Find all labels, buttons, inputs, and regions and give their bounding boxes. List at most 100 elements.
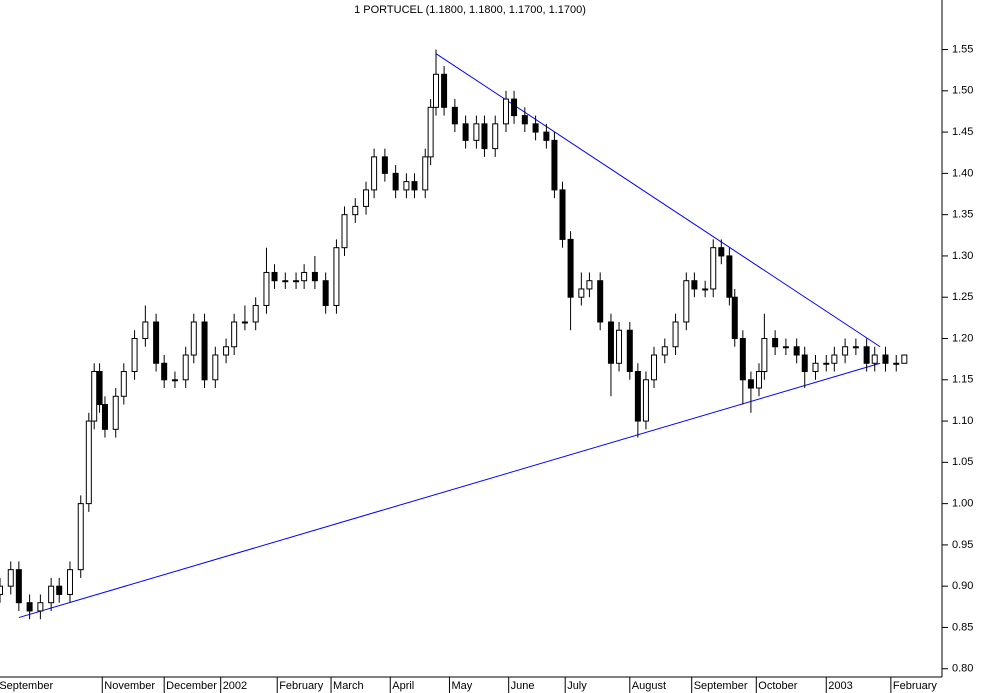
x-tick-label: March [333, 680, 364, 692]
candle-body [371, 156, 378, 191]
candle-body [492, 123, 499, 150]
y-tick-label: 1.25 [952, 291, 973, 303]
candle-body [502, 98, 509, 125]
candle-body [559, 189, 566, 240]
candle-body [422, 156, 429, 191]
candle-body [142, 321, 149, 339]
candle-body [616, 329, 623, 364]
candle-body [15, 569, 22, 604]
candle-body [543, 131, 550, 141]
candle-body [96, 371, 103, 406]
candle-body [755, 371, 762, 389]
candle-body [252, 304, 259, 323]
y-tick-label: 0.95 [952, 539, 973, 551]
candle-body [433, 73, 440, 108]
candle-body [586, 280, 593, 290]
candle-body [702, 288, 709, 291]
candle-body [607, 321, 614, 364]
candle-body [311, 271, 318, 282]
candle-body [761, 338, 768, 373]
candle-body [182, 354, 189, 381]
candle-body [381, 156, 388, 174]
y-tick-label: 0.90 [952, 580, 973, 592]
candle-body [551, 139, 558, 191]
candle-body [473, 123, 480, 141]
x-tick-label: September [0, 680, 53, 692]
candle-body [726, 255, 733, 298]
candle-body [672, 321, 679, 348]
candle-body [363, 189, 370, 207]
candle-body [322, 280, 329, 306]
candle-body [642, 379, 649, 422]
candle-body [801, 354, 808, 373]
candle-body [101, 404, 108, 430]
chart-title: 1 PORTUCEL (1.1800, 1.1800, 1.1700, 1.17… [354, 4, 586, 16]
candle-body [231, 321, 238, 348]
candle-body [161, 362, 168, 381]
x-tick-label: June [511, 680, 535, 692]
y-tick-label: 1.30 [952, 250, 973, 262]
candle-body [578, 288, 585, 298]
candle-body [747, 379, 754, 389]
candle-body [782, 346, 789, 349]
candle-body [411, 181, 418, 191]
candle-body [301, 271, 308, 282]
y-tick-label: 1.20 [952, 332, 973, 344]
candle-body [26, 602, 33, 612]
candle-body [403, 181, 410, 191]
candle-body [131, 338, 138, 373]
x-tick-label: April [392, 680, 414, 692]
candle-body [462, 123, 469, 141]
x-tick-label: September [694, 680, 748, 692]
candle-body [710, 247, 717, 290]
candle-body [521, 115, 528, 125]
candle-body [153, 321, 160, 364]
y-tick-label: 1.45 [952, 126, 973, 138]
candle-body [85, 420, 92, 505]
candle-body [352, 205, 359, 216]
y-tick-label: 1.55 [952, 43, 973, 55]
candle-body [91, 371, 98, 422]
candle-body [56, 585, 63, 595]
candle-body [341, 214, 348, 249]
x-tick-label: 2002 [223, 680, 247, 692]
y-tick-label: 1.00 [952, 498, 973, 510]
candle-body [481, 123, 488, 150]
candle-body [7, 569, 14, 587]
x-tick-label: May [451, 680, 472, 692]
candle-body [626, 329, 633, 373]
candle-body [651, 354, 658, 381]
candle-body [634, 371, 641, 422]
candle-body [793, 346, 800, 356]
x-tick-label: February [279, 680, 324, 692]
candle-body [597, 280, 604, 323]
y-tick-label: 0.80 [952, 663, 973, 675]
x-tick-label: August [632, 680, 666, 692]
candle-body [661, 346, 668, 356]
candle-body [212, 354, 219, 381]
y-tick-label: 1.50 [952, 85, 973, 97]
x-tick-label: October [758, 680, 797, 692]
candle-body [852, 346, 859, 349]
candle-body [823, 362, 830, 365]
x-tick-label: December [166, 680, 217, 692]
candle-body [66, 569, 73, 595]
candle-body [77, 503, 84, 571]
candle-body [171, 379, 178, 382]
candle-body [48, 585, 55, 604]
candle-body [731, 296, 738, 339]
x-tick-label: July [567, 680, 587, 692]
candle-body [718, 247, 725, 257]
candle-body [427, 106, 434, 158]
x-tick-label: 2003 [828, 680, 852, 692]
candle-body [293, 280, 300, 283]
candle-body [831, 354, 838, 364]
candle-body [871, 354, 878, 364]
candle-body [120, 371, 127, 397]
candle-body [451, 106, 458, 125]
candle-body [282, 280, 289, 283]
candle-body [511, 98, 518, 117]
candle-body [567, 238, 574, 298]
candle-body [333, 247, 340, 306]
